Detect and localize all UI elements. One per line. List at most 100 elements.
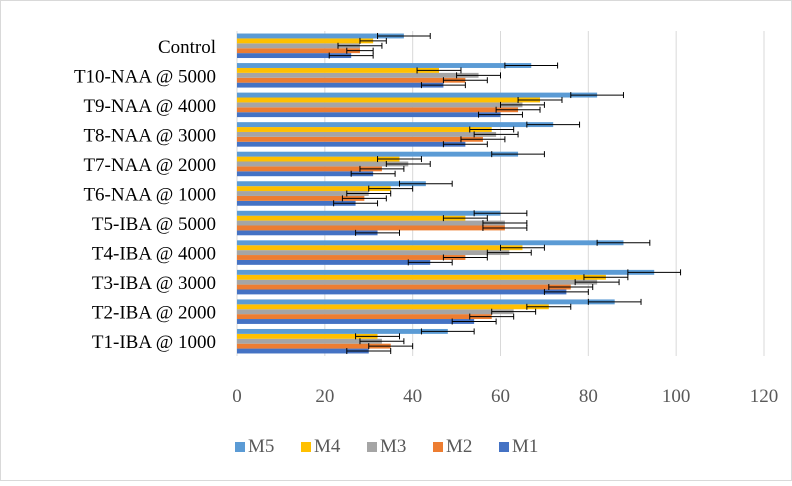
bar-m2-t10-naa-5000 [237, 77, 466, 83]
error-bar-m1-t10-naa-5000 [420, 82, 466, 89]
x-tick-100: 100 [662, 386, 691, 407]
error-bar-m3-t9-naa-4000 [500, 101, 545, 108]
legend-swatch-m3 [367, 442, 377, 452]
error-bar-m5-t8-naa-3000 [526, 121, 581, 128]
bar-m4-t3-iba-3000 [237, 274, 606, 280]
error-bar-m2-t7-naa-2000 [359, 165, 405, 172]
error-bar-m1-t2-iba-2000 [451, 318, 497, 325]
error-bar-m3-t5-iba-5000 [482, 220, 528, 227]
bar-m4-t2-iba-2000 [237, 304, 549, 310]
error-bar-m3-control [337, 42, 383, 49]
error-bar-m4-t6-naa-1000 [368, 185, 414, 192]
error-bar-m2-t8-naa-3000 [460, 136, 506, 143]
category-label-t10-naa-5000: T10-NAA @ 5000 [74, 66, 216, 87]
bar-m4-t4-iba-4000 [237, 245, 523, 251]
error-bar-m5-t5-iba-5000 [473, 210, 528, 217]
error-bar-m2-t3-iba-3000 [548, 284, 594, 291]
bar-m3-t10-naa-5000 [237, 72, 479, 78]
error-bar-m2-t6-naa-1000 [341, 195, 387, 202]
bar-m5-t2-iba-2000 [237, 299, 615, 305]
category-labels: T1-IBA @ 1000 T2-IBA @ 2000 T3-IBA @ 3000 T… [74, 37, 216, 353]
error-bar-m1-t6-naa-1000 [333, 200, 379, 207]
bar-m2-t5-iba-5000 [237, 225, 505, 231]
bar-m2-t4-iba-4000 [237, 255, 466, 260]
error-bar-m5-t7-naa-2000 [491, 151, 545, 158]
bar-m1-control [237, 53, 352, 59]
category-label-control: Control [158, 37, 216, 58]
bar-m2-t6-naa-1000 [237, 195, 365, 201]
error-bar-m4-t7-naa-2000 [377, 156, 422, 163]
bar-m2-t7-naa-2000 [237, 166, 382, 172]
bar-m1-t3-iba-3000 [237, 289, 567, 295]
legend-label-m4: M4 [314, 436, 341, 457]
legend-swatch-m1 [499, 442, 509, 452]
bar-m2-t2-iba-2000 [237, 314, 492, 320]
error-bar-m3-t8-naa-3000 [473, 131, 519, 138]
error-bar-m4-t10-naa-5000 [416, 67, 462, 74]
bar-m4-t10-naa-5000 [237, 67, 440, 73]
bar-m3-t8-naa-3000 [237, 131, 497, 137]
bar-m1-t8-naa-3000 [237, 141, 466, 147]
legend-label-m2: M2 [446, 436, 472, 457]
bar-m1-t5-iba-5000 [237, 230, 378, 236]
legend-label-m1: M1 [512, 436, 538, 457]
bar-m2-t1-iba-1000 [237, 343, 391, 349]
bar-m3-t9-naa-4000 [237, 102, 523, 108]
category-label-t5-iba-5000: T5-IBA @ 5000 [92, 214, 216, 235]
category-label-t1-iba-1000: T1-IBA @ 1000 [92, 332, 216, 353]
error-bar-m4-t8-naa-3000 [469, 126, 515, 133]
bar-m2-t8-naa-3000 [237, 136, 483, 142]
bar-m3-t6-naa-1000 [237, 191, 369, 196]
x-tick-60: 60 [491, 386, 510, 407]
bar-m4-t7-naa-2000 [237, 156, 400, 162]
bar-m5-t4-iba-4000 [237, 240, 624, 246]
bar-m5-t7-naa-2000 [237, 151, 519, 157]
legend-label-m5: M5 [248, 436, 274, 457]
category-label-t2-iba-2000: T2-IBA @ 2000 [92, 303, 216, 324]
legend-swatch-m5 [235, 442, 245, 452]
bar-m3-t2-iba-2000 [237, 309, 514, 315]
category-label-t4-iba-4000: T4-IBA @ 4000 [92, 244, 216, 265]
bar-m5-t3-iba-3000 [237, 269, 655, 275]
error-bar-m5-t10-naa-5000 [504, 62, 559, 69]
error-bar-m3-t2-iba-2000 [491, 308, 537, 315]
error-bar-m1-t9-naa-4000 [478, 111, 523, 118]
error-bar-m3-t6-naa-1000 [346, 190, 392, 197]
bar-m3-control [237, 43, 360, 49]
error-bar-m3-t4-iba-4000 [486, 249, 532, 256]
bar-m2-t9-naa-4000 [237, 107, 519, 113]
bar-m3-t4-iba-4000 [237, 250, 510, 256]
bar-m5-t10-naa-5000 [237, 63, 532, 68]
x-tick-0: 0 [232, 386, 242, 407]
bar-m4-control [237, 38, 374, 44]
error-bar-m1-t1-iba-1000 [346, 348, 392, 355]
legend-label-m3: M3 [380, 436, 406, 457]
bar-m1-t4-iba-4000 [237, 259, 431, 265]
error-bar-m3-t10-naa-5000 [456, 72, 501, 79]
category-label-t3-iba-3000: T3-IBA @ 3000 [92, 273, 216, 294]
error-bar-m1-t5-iba-5000 [355, 229, 400, 236]
x-tick-labels: 0 20 40 60 80 100 120 [232, 386, 778, 407]
x-tick-20: 20 [315, 386, 334, 407]
bar-m5-t1-iba-1000 [237, 328, 448, 334]
error-bar-m5-t3-iba-3000 [627, 269, 682, 276]
error-bar-m3-t7-naa-2000 [385, 160, 431, 167]
bar-m4-t6-naa-1000 [237, 186, 391, 192]
bar-m2-t3-iba-3000 [237, 284, 571, 290]
error-bar-m3-t1-iba-1000 [359, 338, 405, 345]
bar-m3-t3-iba-3000 [237, 279, 598, 285]
x-tick-80: 80 [579, 386, 598, 407]
bar-m4-t9-naa-4000 [237, 97, 541, 103]
category-label-t8-naa-3000: T8-NAA @ 3000 [83, 125, 216, 146]
error-bar-m1-t7-naa-2000 [350, 170, 396, 177]
bar-m5-t8-naa-3000 [237, 122, 554, 128]
error-bar-m5-t4-iba-4000 [596, 239, 651, 246]
bar-m3-t5-iba-5000 [237, 220, 505, 226]
error-bar-m5-t9-naa-4000 [570, 92, 624, 99]
bar-m1-t2-iba-2000 [237, 319, 475, 324]
error-bar-m5-t2-iba-2000 [587, 298, 642, 305]
error-bar-m2-t10-naa-5000 [442, 77, 488, 84]
bar-m4-t1-iba-1000 [237, 333, 378, 339]
